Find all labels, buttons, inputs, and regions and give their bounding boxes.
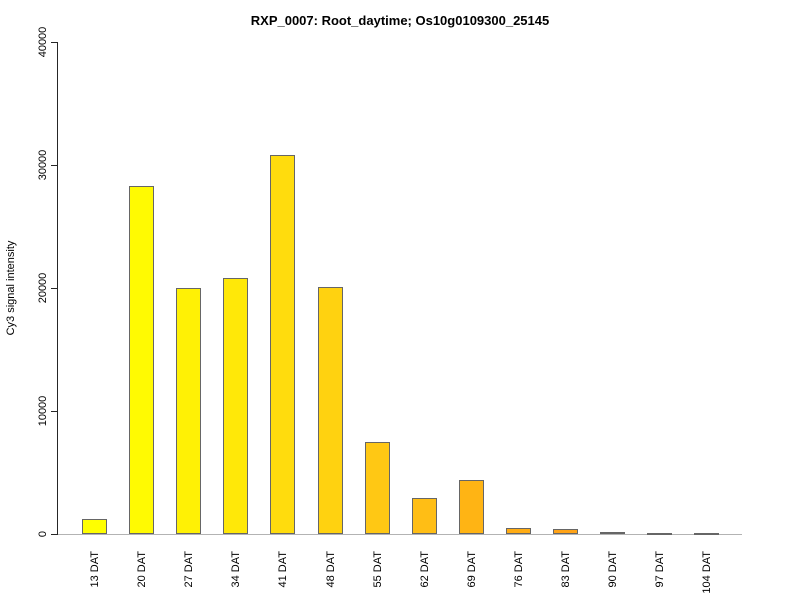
y-axis-label: Cy3 signal intensity — [5, 240, 17, 336]
x-tick-label: 13 DAT — [88, 551, 101, 588]
x-tick-label: 97 DAT — [653, 551, 666, 588]
x-tick-label: 41 DAT — [276, 551, 289, 588]
x-tick-label: 62 DAT — [418, 551, 431, 588]
x-tick-label: 55 DAT — [371, 551, 384, 588]
y-tick-mark — [51, 165, 57, 166]
y-tick-mark — [51, 288, 57, 289]
bar-83-dat — [553, 529, 578, 534]
y-tick-label: 40000 — [37, 26, 49, 58]
bar-13-dat — [82, 519, 107, 534]
x-tick-label: 20 DAT — [135, 551, 148, 588]
bar-76-dat — [506, 528, 531, 534]
y-tick-mark — [51, 411, 57, 412]
y-axis-line — [57, 42, 58, 535]
bar-90-dat — [600, 532, 625, 534]
bar-62-dat — [412, 498, 437, 534]
bar-34-dat — [223, 278, 248, 534]
x-tick-label: 83 DAT — [559, 551, 572, 588]
bar-27-dat — [176, 288, 201, 534]
bar-69-dat — [459, 480, 484, 534]
y-tick-label: 30000 — [37, 149, 49, 181]
x-tick-label: 34 DAT — [229, 551, 242, 588]
bar-41-dat — [270, 155, 295, 534]
x-tick-label: 76 DAT — [512, 551, 525, 588]
y-tick-mark — [51, 534, 57, 535]
x-tick-label: 90 DAT — [606, 551, 619, 588]
y-tick-mark — [51, 42, 57, 43]
x-tick-label: 69 DAT — [465, 551, 478, 588]
x-tick-label: 48 DAT — [324, 551, 337, 588]
bar-48-dat — [318, 287, 343, 534]
y-tick-label: 20000 — [37, 272, 49, 304]
y-tick-label: 10000 — [37, 395, 49, 427]
bar-55-dat — [365, 442, 390, 534]
bar-20-dat — [129, 186, 154, 534]
x-tick-label: 104 DAT — [700, 551, 713, 594]
x-tick-label: 27 DAT — [182, 551, 195, 588]
x-axis-line — [58, 534, 742, 535]
bar-97-dat — [647, 533, 672, 535]
chart-title: RXP_0007: Root_daytime; Os10g0109300_251… — [250, 13, 550, 28]
y-tick-label: 0 — [37, 530, 49, 538]
bar-104-dat — [694, 533, 719, 535]
